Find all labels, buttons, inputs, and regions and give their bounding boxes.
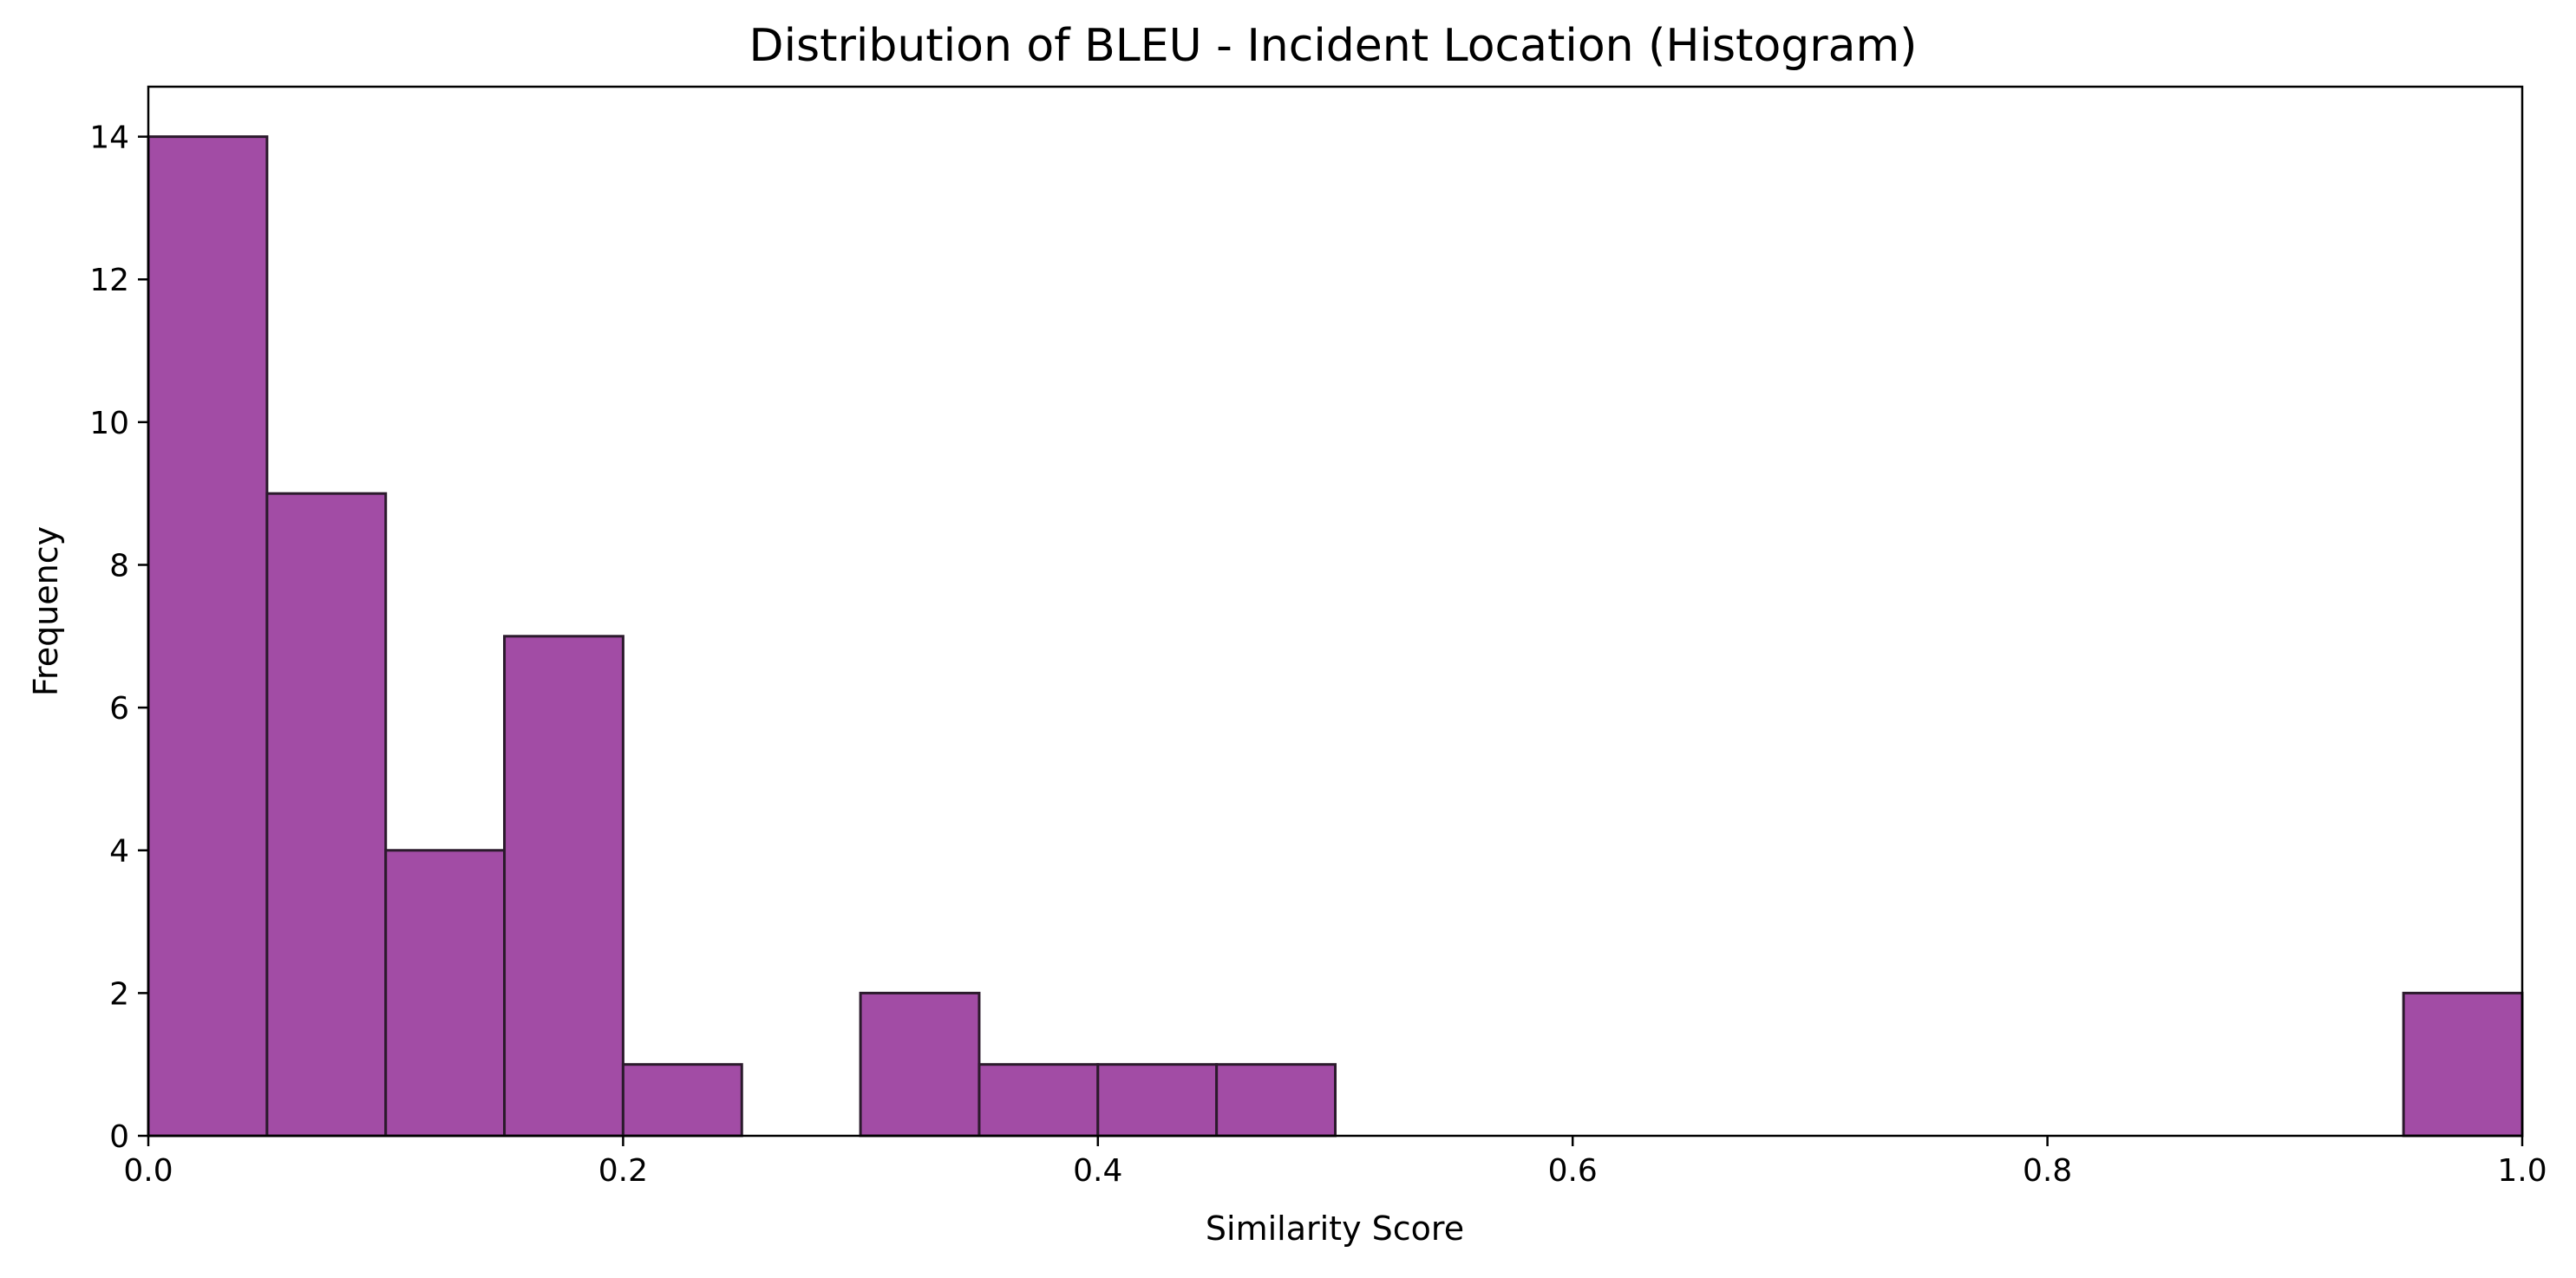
y-tick-label: 2 xyxy=(109,976,129,1012)
y-tick-label: 4 xyxy=(109,834,129,870)
plot-frame xyxy=(147,85,2524,1138)
y-tick-label: 6 xyxy=(109,691,129,727)
x-tick-label: 0.6 xyxy=(1548,1153,1598,1189)
x-tick-label: 1.0 xyxy=(2497,1153,2547,1189)
histogram-bar xyxy=(1215,1063,1337,1138)
histogram-bar xyxy=(1096,1063,1219,1138)
y-tick-label: 8 xyxy=(109,548,129,584)
y-axis-label: Frequency xyxy=(27,526,65,696)
histogram-bar xyxy=(503,635,624,1138)
histogram-bar xyxy=(265,492,388,1138)
x-tick-label: 0.8 xyxy=(2023,1153,2072,1189)
y-tick-label: 12 xyxy=(89,263,129,298)
x-axis-label: Similarity Score xyxy=(1206,1210,1464,1248)
y-axis: 0 2 4 6 8 10 12 14 xyxy=(89,121,148,1155)
histogram-bar xyxy=(384,849,507,1138)
bars-layer xyxy=(147,135,2524,1138)
y-tick-label: 0 xyxy=(109,1119,129,1155)
histogram-bar xyxy=(621,1063,743,1138)
histogram-bar xyxy=(2402,991,2524,1138)
x-tick-label: 0.0 xyxy=(123,1153,173,1189)
chart-title: Distribution of BLEU - Incident Location… xyxy=(749,20,1918,72)
x-tick-label: 0.2 xyxy=(598,1153,648,1189)
histogram-bar xyxy=(977,1063,1100,1138)
histogram-bar xyxy=(859,991,981,1138)
x-axis: 0.0 0.2 0.4 0.6 0.8 1.0 xyxy=(123,1136,2547,1189)
y-tick-label: 14 xyxy=(89,121,129,156)
y-tick-label: 10 xyxy=(89,406,129,441)
histogram-bar xyxy=(147,135,269,1138)
x-tick-label: 0.4 xyxy=(1073,1153,1122,1189)
